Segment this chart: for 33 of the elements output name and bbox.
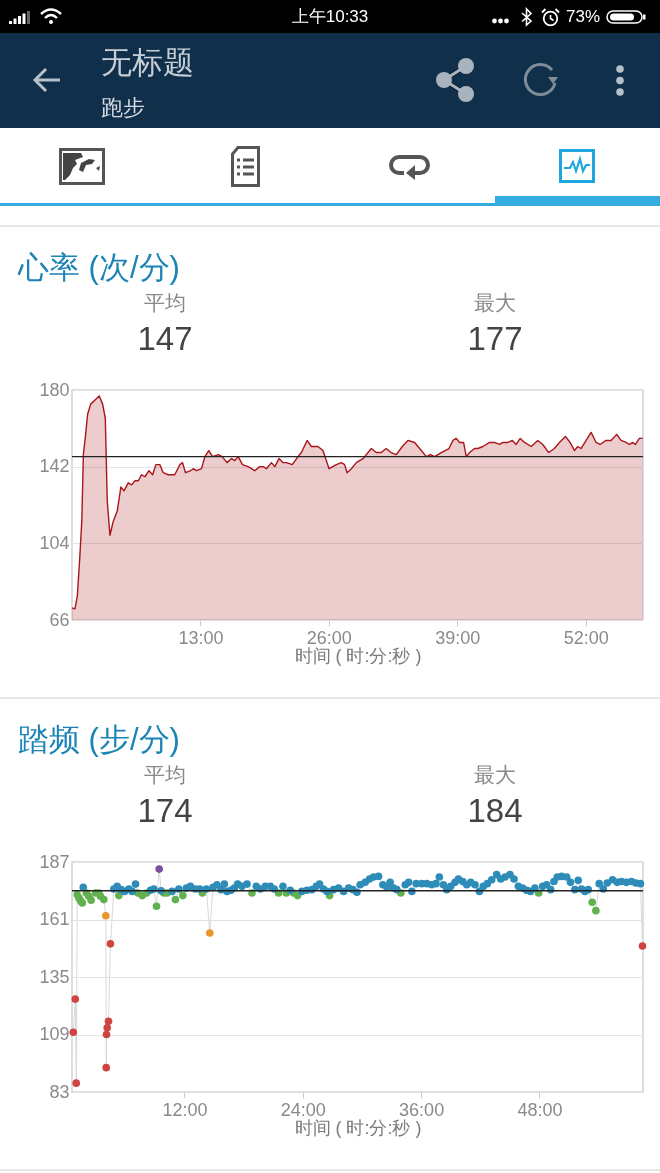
y-tick-label: 180	[39, 379, 70, 400]
text: 无标题	[101, 44, 194, 82]
y-tick-label: 161	[39, 909, 70, 929]
x-axis-title: 时间 ( 时:分:秒 )	[294, 1117, 422, 1138]
y-tick-label: 109	[39, 1024, 70, 1044]
y-tick-label: 135	[39, 966, 70, 987]
x-tick-label: 36:00	[399, 1099, 445, 1120]
x-tick-label: 24:00	[280, 1099, 326, 1120]
text: 平均	[144, 291, 186, 314]
chart-title: 踏频 (步/分)	[18, 722, 180, 757]
text: 最大	[474, 291, 516, 314]
text: 174	[137, 792, 193, 829]
y-tick-label: 104	[39, 532, 70, 553]
text: 平均	[144, 763, 186, 786]
text: 上午10:33	[290, 6, 370, 27]
chart-title: 心率 (次/分)	[17, 250, 180, 285]
x-tick-label: 52:00	[563, 627, 609, 648]
x-axis-title: 时间 ( 时:分:秒 )	[294, 645, 422, 666]
y-tick-label: 83	[49, 1081, 70, 1102]
x-tick-label: 13:00	[178, 627, 224, 648]
text: 73%	[566, 6, 601, 27]
text: 147	[137, 320, 193, 357]
text: 184	[467, 792, 523, 829]
y-tick-label: 187	[39, 851, 70, 872]
text: 最大	[474, 763, 516, 786]
x-tick-label: 26:00	[306, 627, 352, 648]
y-tick-label: 66	[49, 609, 70, 630]
text: 跑步	[101, 94, 145, 122]
text: 177	[467, 320, 523, 357]
y-tick-label: 142	[39, 456, 70, 477]
x-tick-label: 39:00	[435, 627, 481, 648]
x-tick-label: 48:00	[517, 1099, 563, 1120]
x-tick-label: 12:00	[162, 1099, 208, 1120]
